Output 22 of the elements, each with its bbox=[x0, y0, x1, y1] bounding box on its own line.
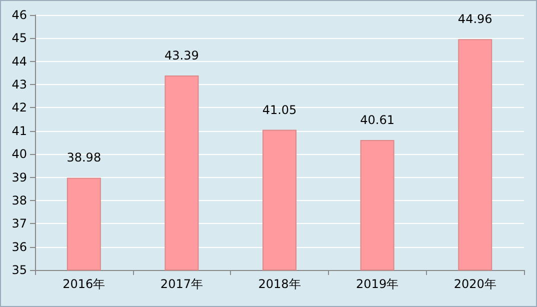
y-tick-label: 40 bbox=[12, 147, 27, 162]
y-tick-label: 39 bbox=[12, 170, 27, 184]
data-label: 40.61 bbox=[360, 112, 394, 127]
data-label: 43.39 bbox=[164, 48, 199, 63]
y-tick-label: 46 bbox=[12, 8, 27, 22]
y-tick-label: 36 bbox=[12, 240, 27, 254]
data-label: 41.05 bbox=[262, 102, 297, 117]
x-tick-label: 2016年 bbox=[62, 277, 106, 291]
x-tick-label: 2017年 bbox=[160, 277, 203, 291]
y-tick-label: 37 bbox=[12, 216, 27, 231]
x-tick-label: 2018年 bbox=[258, 277, 301, 291]
x-tick-label: 2020年 bbox=[454, 277, 496, 291]
y-tick-label: 35 bbox=[12, 263, 27, 277]
y-tick-label: 43 bbox=[12, 78, 27, 92]
x-tick-label: 2019年 bbox=[356, 277, 399, 291]
y-tick-label: 38 bbox=[12, 193, 27, 208]
y-tick-label: 44 bbox=[12, 54, 27, 68]
data-label: 38.98 bbox=[66, 150, 102, 165]
y-tick-label: 41 bbox=[12, 124, 27, 138]
y-tick-label: 42 bbox=[12, 100, 27, 115]
y-tick-label: 45 bbox=[12, 31, 27, 46]
data-label: 44.96 bbox=[458, 12, 492, 26]
